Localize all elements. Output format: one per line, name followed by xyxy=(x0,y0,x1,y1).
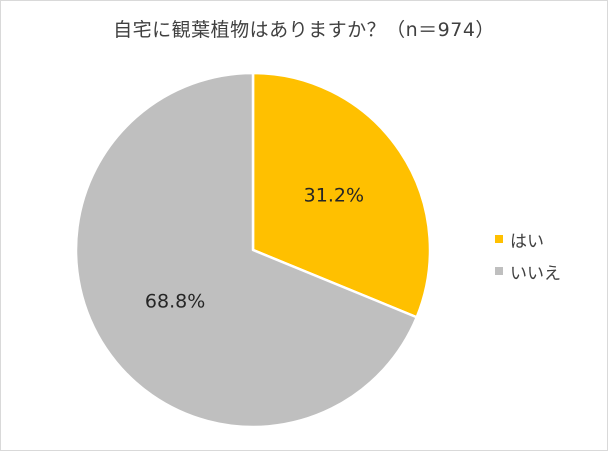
legend-swatch-yes xyxy=(495,235,503,243)
data-label-yes: 31.2% xyxy=(304,184,364,206)
legend-label-yes: はい xyxy=(510,231,544,252)
data-label-no: 68.8% xyxy=(145,291,205,313)
legend-label-no: いいえ xyxy=(510,263,561,284)
legend-item-no: いいえ xyxy=(495,255,561,287)
legend-swatch-no xyxy=(495,267,503,275)
legend: はい いいえ xyxy=(495,223,561,287)
pie-slice-no xyxy=(74,71,418,429)
chart-title: 自宅に観葉植物はありますか？（n＝974） xyxy=(113,19,495,41)
legend-item-yes: はい xyxy=(495,223,561,255)
pie-slice-yes xyxy=(251,71,432,319)
